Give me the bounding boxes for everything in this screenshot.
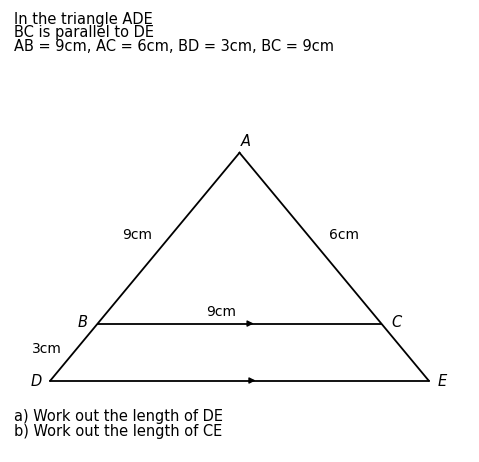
- Text: B: B: [78, 315, 88, 330]
- Text: 9cm: 9cm: [206, 305, 237, 319]
- Text: 6cm: 6cm: [329, 229, 359, 243]
- Text: 3cm: 3cm: [32, 342, 62, 356]
- Text: C: C: [391, 315, 401, 330]
- Text: E: E: [438, 374, 447, 389]
- Text: 9cm: 9cm: [122, 229, 152, 243]
- Text: a) Work out the length of DE: a) Work out the length of DE: [14, 409, 223, 424]
- Text: b) Work out the length of CE: b) Work out the length of CE: [14, 424, 223, 439]
- Text: D: D: [30, 374, 41, 389]
- Text: AB = 9cm, AC = 6cm, BD = 3cm, BC = 9cm: AB = 9cm, AC = 6cm, BD = 3cm, BC = 9cm: [14, 39, 334, 54]
- Text: A: A: [241, 134, 251, 149]
- Text: In the triangle ADE: In the triangle ADE: [14, 12, 153, 26]
- Text: BC is parallel to DE: BC is parallel to DE: [14, 25, 154, 40]
